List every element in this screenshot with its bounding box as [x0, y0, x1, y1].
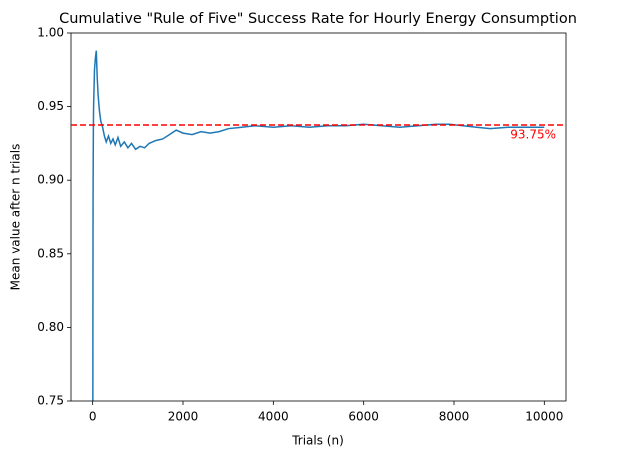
x-tick-label: 2000	[168, 410, 199, 424]
axes-frame	[70, 32, 567, 402]
x-axis-label: Trials (n)	[291, 434, 344, 448]
chart-title: Cumulative "Rule of Five" Success Rate f…	[59, 11, 577, 27]
plot-area	[92, 50, 545, 401]
x-tick-label: 10000	[525, 410, 563, 424]
data-line	[92, 50, 545, 401]
y-axis-label: Mean value after n trials	[9, 144, 23, 291]
x-tick-label: 0	[89, 410, 97, 424]
y-tick-label: 0.80	[37, 320, 64, 334]
x-tick-label: 4000	[258, 410, 289, 424]
x-tick-label: 8000	[439, 410, 470, 424]
y-tick-label: 0.90	[37, 173, 64, 187]
x-tick-label: 6000	[348, 410, 379, 424]
y-tick-label: 0.75	[37, 394, 64, 408]
y-tick-label: 1.00	[37, 26, 64, 40]
y-tick-label: 0.95	[37, 99, 64, 113]
y-tick-label: 0.85	[37, 246, 64, 260]
reference-label: 93.75%	[510, 128, 556, 142]
